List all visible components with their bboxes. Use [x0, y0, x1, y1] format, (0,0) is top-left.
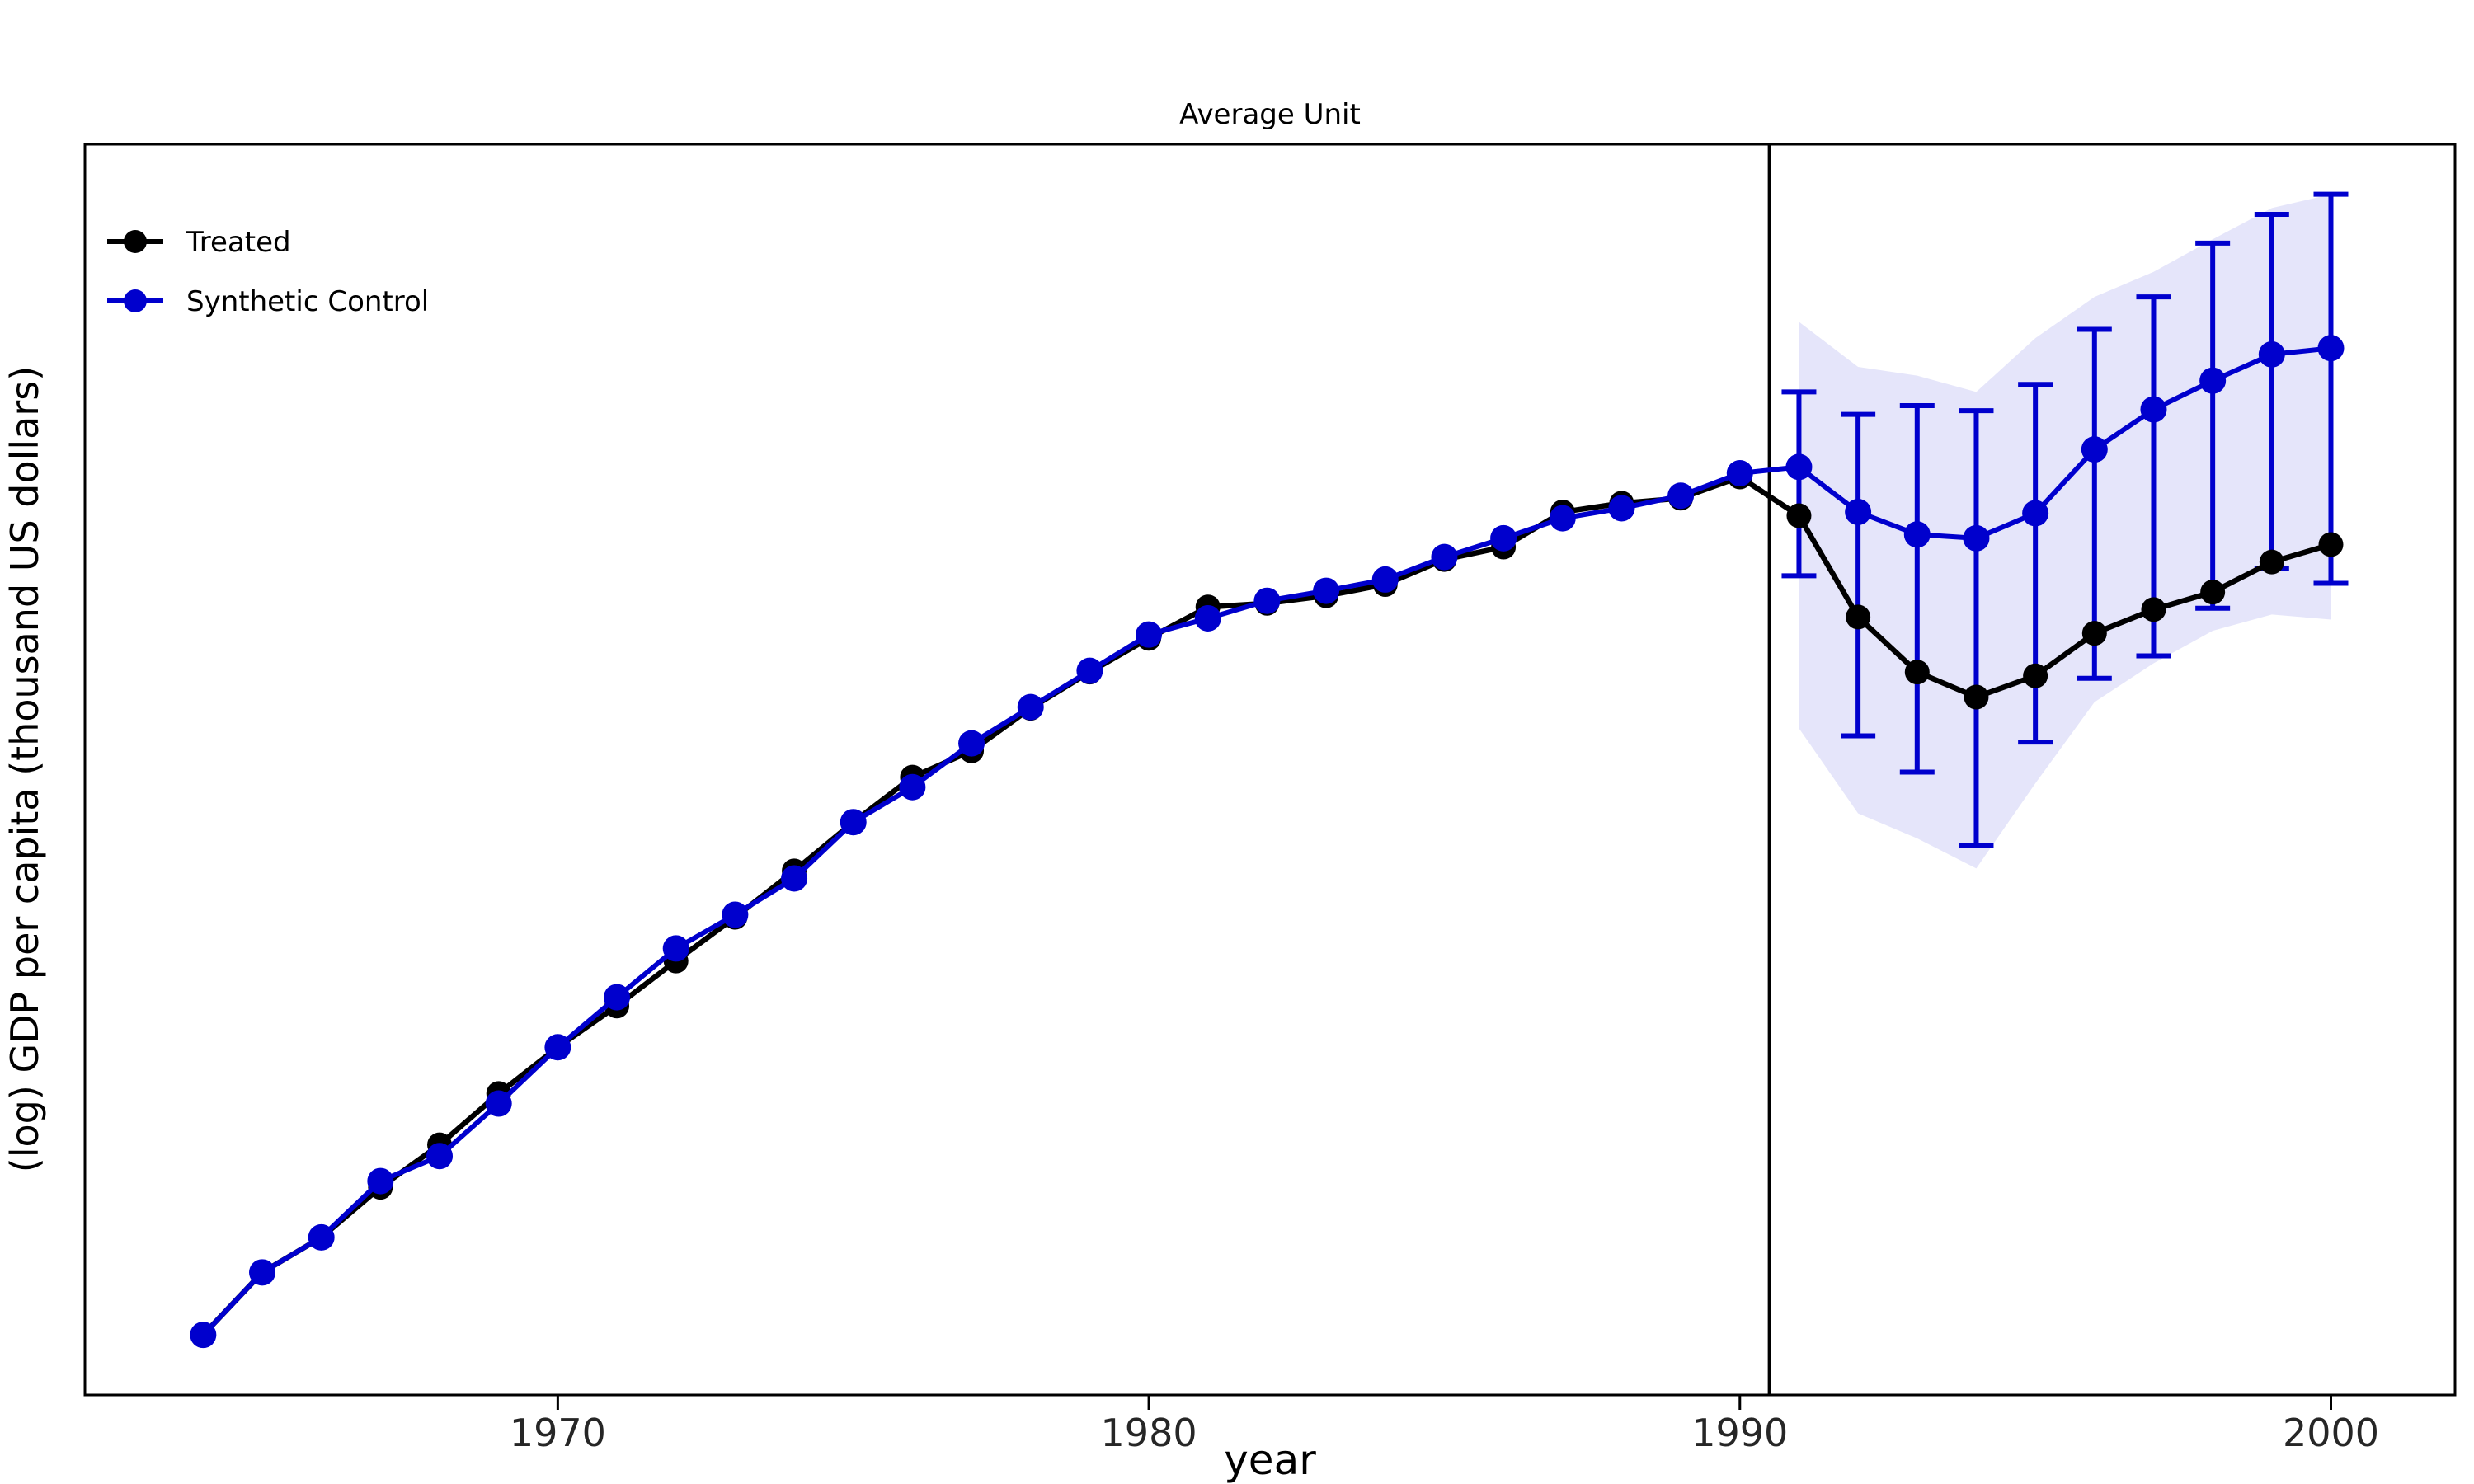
data-point	[1194, 604, 1221, 632]
legend-marker-treated-icon	[124, 230, 147, 253]
error-bars	[1781, 191, 2349, 849]
plot-border	[83, 143, 2457, 1397]
data-point	[2259, 549, 2284, 575]
data-point	[1964, 684, 1989, 710]
data-point	[1963, 524, 1990, 552]
x-axis-label: year	[1224, 1436, 1316, 1484]
data-point	[1371, 566, 1399, 593]
legend-marker-synthetic-icon	[124, 289, 147, 312]
data-point	[1785, 453, 1813, 481]
data-point	[1903, 521, 1931, 548]
data-point	[1313, 577, 1340, 604]
data-point	[2317, 335, 2345, 362]
synthetic-series	[190, 335, 2345, 1349]
error-bar	[1841, 411, 1876, 739]
plot-area	[85, 144, 2455, 1395]
data-point	[2199, 367, 2227, 394]
data-point	[2140, 396, 2167, 423]
data-point	[367, 1167, 394, 1195]
error-bar	[2195, 240, 2231, 611]
error-bar	[2313, 191, 2349, 586]
x-axis-ticks: 1970 1980 1990 2000	[510, 1395, 2379, 1455]
data-point	[2318, 532, 2344, 557]
data-point	[2081, 621, 2107, 646]
y-axis-label: (log) GDP per capita (thousand US dollar…	[2, 366, 47, 1172]
confidence-band	[1799, 194, 2331, 869]
data-point	[426, 1143, 454, 1170]
error-bar	[2136, 294, 2171, 659]
data-point	[1904, 660, 1930, 685]
x-tick-label: 1980	[1101, 1411, 1197, 1455]
data-point	[604, 984, 631, 1011]
data-point	[249, 1259, 276, 1286]
data-point	[1846, 604, 1871, 630]
data-point	[190, 1322, 217, 1349]
band-polygon	[1799, 194, 2331, 869]
data-point	[781, 865, 808, 892]
legend-item-synthetic: Synthetic Control	[107, 285, 429, 318]
data-point	[2023, 663, 2048, 688]
data-point	[308, 1223, 335, 1251]
legend-item-treated: Treated	[107, 226, 291, 259]
data-point	[1786, 503, 1812, 528]
error-bar	[1781, 389, 1817, 579]
error-bar	[2077, 326, 2112, 681]
data-point	[2200, 580, 2226, 605]
data-point	[722, 901, 749, 928]
data-point	[1549, 505, 1576, 532]
chart-title: Average Unit	[1179, 98, 1361, 131]
data-point	[2022, 500, 2049, 527]
data-point	[1608, 495, 1635, 522]
data-point	[899, 773, 926, 801]
error-bar	[1899, 403, 1935, 775]
data-point	[1431, 543, 1458, 571]
error-bar	[1959, 408, 1994, 849]
data-point	[1253, 587, 1281, 614]
x-tick-label: 2000	[2283, 1411, 2379, 1455]
legend-label-treated: Treated	[186, 226, 291, 259]
x-tick-label: 1990	[1691, 1411, 1788, 1455]
data-point	[662, 935, 689, 962]
data-point	[1076, 657, 1103, 684]
data-point	[544, 1034, 571, 1061]
data-point	[1490, 524, 1517, 552]
legend-label-synthetic: Synthetic Control	[186, 285, 429, 318]
data-point	[1017, 693, 1044, 721]
data-point	[1667, 482, 1695, 510]
data-point	[958, 730, 985, 757]
data-point	[1726, 459, 1753, 486]
data-point	[1136, 621, 1163, 648]
data-point	[1845, 498, 1872, 525]
data-point	[485, 1090, 512, 1117]
data-point	[2081, 436, 2108, 463]
legend: Treated Synthetic Control	[107, 226, 429, 318]
data-point	[2141, 597, 2166, 622]
data-point	[2258, 340, 2285, 368]
x-tick-label: 1970	[510, 1411, 606, 1455]
data-point	[840, 809, 867, 836]
